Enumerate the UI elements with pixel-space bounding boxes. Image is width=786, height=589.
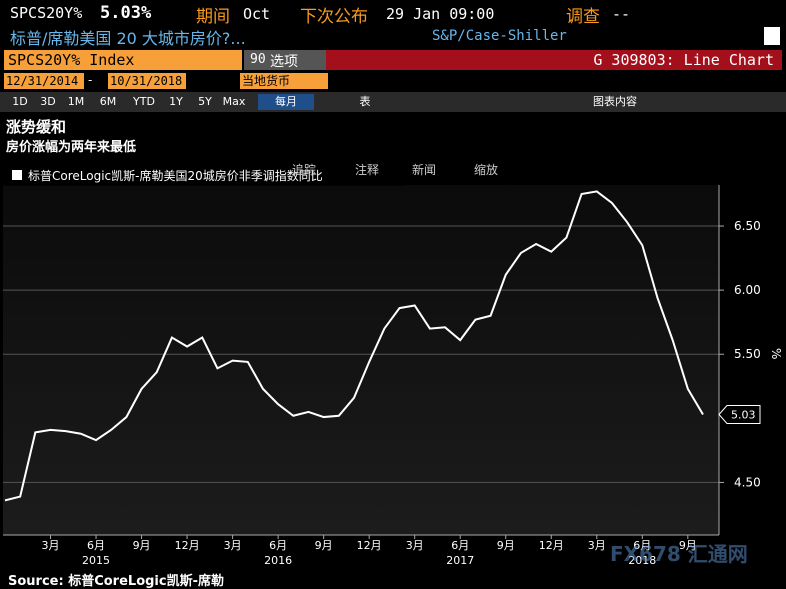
security-name: 标普/席勒美国 20 大城市房价?...	[10, 29, 246, 48]
range-button[interactable]: 1D	[12, 95, 28, 108]
start-date[interactable]: 12/31/2014	[4, 73, 84, 89]
period: Oct	[243, 5, 271, 23]
range-button[interactable]: 1M	[67, 95, 85, 108]
range-button[interactable]: Max	[222, 95, 246, 108]
x-tick-label: 6月	[451, 539, 469, 552]
security-bar[interactable]	[4, 50, 242, 70]
range-button[interactable]: 3D	[40, 95, 56, 108]
source-name: S&P/Case-Shiller	[432, 28, 567, 44]
x-tick-label: 6月	[269, 539, 287, 552]
x-tick-label: 9月	[679, 539, 697, 552]
next-release: 29 Jan 09:00	[386, 5, 495, 23]
y-tick-label: 6.50	[734, 219, 761, 233]
range-button[interactable]: YTD	[133, 95, 155, 108]
y-tick-label: 5.50	[734, 347, 761, 361]
menu-num: 90	[250, 52, 266, 67]
year-label: 2015	[82, 554, 110, 567]
y-tick-label: 6.00	[734, 283, 761, 297]
x-tick-label: 9月	[133, 539, 151, 552]
x-tick-label: 9月	[497, 539, 515, 552]
last-value-tag	[718, 404, 761, 424]
content-button[interactable]: 图表内容	[593, 95, 637, 108]
chart-tool[interactable]: 新闻	[412, 162, 436, 177]
function-bar	[326, 50, 782, 70]
x-tick-label: 12月	[357, 539, 382, 552]
x-tick-label: 6月	[633, 539, 651, 552]
chart-tool[interactable]: 注释	[355, 162, 379, 177]
range-button[interactable]: 1Y	[169, 95, 183, 108]
last-value-label: 5.03	[731, 408, 756, 421]
menu: 选项	[270, 54, 298, 70]
function: G 309803: Line Chart	[593, 51, 774, 69]
chart-tool[interactable]: 追踪	[292, 162, 316, 177]
x-tick-label: 9月	[315, 539, 333, 552]
y-tick-label: 4.50	[734, 475, 761, 489]
x-tick-label: 3月	[588, 539, 606, 552]
legend-entry: 标普CoreLogic凯斯-席勒美国20城房价非季调指数同比	[28, 168, 323, 183]
legend-swatch	[12, 170, 22, 180]
end-date[interactable]: 10/31/2018	[108, 73, 186, 89]
footer	[0, 568, 786, 589]
frequency[interactable]: 每月	[258, 94, 314, 110]
export-icon[interactable]	[764, 27, 780, 45]
ticker: SPCS20Y%	[10, 4, 83, 22]
x-tick-label: 6月	[87, 539, 105, 552]
source: Source: 标普CoreLogic凯斯-席勒	[8, 574, 224, 589]
y-unit: %	[769, 348, 783, 359]
period-label: 期间	[196, 7, 230, 27]
year-label: 2018	[628, 554, 656, 567]
options-button[interactable]	[244, 50, 326, 70]
x-tick-label: 3月	[406, 539, 424, 552]
chart-subtitle: 房价涨幅为两年来最低	[6, 140, 137, 155]
survey-label: 调查	[566, 7, 600, 27]
date-dash: -	[88, 73, 93, 87]
x-tick-label: 12月	[539, 539, 564, 552]
legend-box	[4, 162, 404, 186]
range-button[interactable]: 5Y	[198, 95, 212, 108]
watermark: FX678 汇通网	[610, 542, 748, 566]
chart-title: 涨势缓和	[6, 118, 67, 136]
range-button[interactable]: 6M	[99, 95, 117, 108]
table-button[interactable]: 表	[359, 95, 371, 108]
plot-area	[3, 185, 719, 535]
x-tick-label: 3月	[224, 539, 242, 552]
year-label: 2017	[446, 554, 474, 567]
currency[interactable]: 当地货币	[240, 73, 328, 89]
survey: --	[612, 5, 631, 23]
toolbar	[0, 92, 786, 112]
last-value: 5.03%	[100, 3, 152, 23]
security: SPCS20Y% Index	[8, 51, 135, 69]
year-label: 2016	[264, 554, 292, 567]
chart-tool[interactable]: 缩放	[474, 162, 498, 177]
x-tick-label: 12月	[175, 539, 200, 552]
x-tick-label: 3月	[42, 539, 60, 552]
next-label: 下次公布	[300, 7, 368, 27]
line-series	[4, 190, 704, 502]
